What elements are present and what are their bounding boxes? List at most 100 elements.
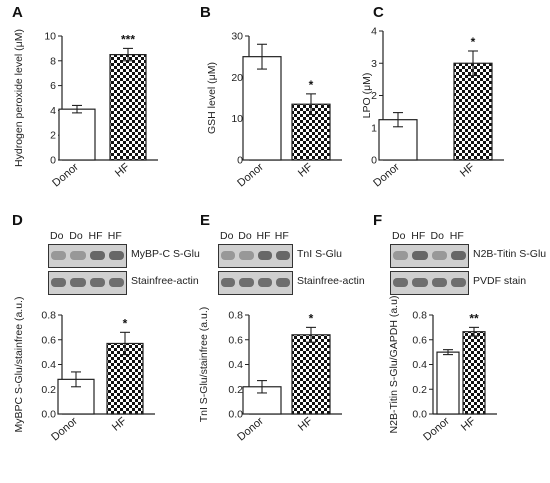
lane-label: HF xyxy=(88,230,103,242)
blot-strip-loading xyxy=(48,271,127,295)
y-tick-label: 2 xyxy=(50,130,56,142)
panel-letter: C xyxy=(373,4,384,21)
y-tick-label: 4 xyxy=(371,26,377,38)
x-category-label: HF xyxy=(296,161,315,180)
panel-letter: F xyxy=(373,212,382,229)
y-tick-label: 0.2 xyxy=(41,384,56,396)
y-axis-label: N2B-Titin S-Glu/GAPDH (a.u) xyxy=(388,296,400,434)
blot-band xyxy=(275,278,290,287)
lane-label: HF xyxy=(256,230,271,242)
y-tick-label: 0.0 xyxy=(228,409,243,421)
blot-band xyxy=(257,251,272,260)
significance-marker: * xyxy=(471,35,476,49)
y-tick-label: 0.6 xyxy=(412,334,427,346)
y-tick-label: 10 xyxy=(44,31,56,43)
blot-band xyxy=(393,251,409,260)
blot-band xyxy=(51,251,67,260)
y-axis-label: MyBPC S-Glu/stainfree (a.u.) xyxy=(13,297,25,433)
panel-letter: E xyxy=(200,212,210,229)
blot-band xyxy=(70,278,86,287)
bar-hf xyxy=(106,342,144,415)
blot-band xyxy=(239,251,254,260)
panel-letter: B xyxy=(200,4,211,21)
y-tick-label: 0.8 xyxy=(228,310,243,322)
x-category-label: HF xyxy=(459,415,478,434)
bar-hf xyxy=(109,53,147,161)
significance-marker: *** xyxy=(121,32,135,46)
y-tick-label: 0.8 xyxy=(41,310,56,322)
blot-band xyxy=(108,251,124,260)
blot-band xyxy=(108,278,124,287)
blot-band xyxy=(412,278,428,287)
significance-marker: ** xyxy=(469,311,479,325)
y-tick-label: 0.6 xyxy=(228,334,243,346)
lane-label: HF xyxy=(411,230,426,242)
y-tick-label: 0.0 xyxy=(412,409,427,421)
y-tick-label: 0.4 xyxy=(41,359,56,371)
blot-band xyxy=(393,278,409,287)
y-tick-label: 0.0 xyxy=(41,409,56,421)
lane-label: HF xyxy=(449,230,464,242)
lane-label: Do xyxy=(392,230,406,242)
bar-hf xyxy=(291,334,331,415)
blot-band xyxy=(431,278,447,287)
y-tick-label: 0.6 xyxy=(41,334,56,346)
y-tick-label: 8 xyxy=(50,55,56,67)
y-tick-label: 0 xyxy=(371,155,377,167)
y-axis-label: TnI S-Glu/stainfree (a.u.) xyxy=(198,307,210,423)
blot-band xyxy=(275,251,290,260)
y-tick-label: 0.2 xyxy=(412,384,427,396)
x-category-label: HF xyxy=(458,161,477,180)
blot-band xyxy=(450,251,466,260)
blot-loading-label: Stainfree-actin xyxy=(297,275,365,287)
lane-label: Do xyxy=(238,230,252,242)
blot-band xyxy=(450,278,466,287)
lane-label: Do xyxy=(69,230,83,242)
blot-band xyxy=(51,278,67,287)
y-tick-label: 0.8 xyxy=(412,310,427,322)
lane-label: Do xyxy=(50,230,64,242)
lane-label: HF xyxy=(107,230,122,242)
y-axis-label: GSH level (μM) xyxy=(206,62,218,134)
blot-band xyxy=(89,278,105,287)
blot-band xyxy=(89,251,105,260)
blot-band xyxy=(412,251,428,260)
significance-marker: * xyxy=(123,316,128,330)
y-tick-label: 0.2 xyxy=(228,384,243,396)
y-tick-label: 0 xyxy=(237,155,243,167)
y-tick-label: 4 xyxy=(50,105,56,117)
blot-strip-target xyxy=(390,244,469,268)
blot-strip-target xyxy=(218,244,293,268)
blot-target-label: TnI S-Glu xyxy=(297,248,342,260)
blot-strip-target xyxy=(48,244,127,268)
lane-label: Do xyxy=(220,230,234,242)
bar-donor xyxy=(242,56,282,161)
y-tick-label: 1 xyxy=(371,122,377,134)
blot-band xyxy=(239,278,254,287)
blot-target-label: N2B-Titin S-Glu xyxy=(473,248,547,260)
bar-hf xyxy=(462,331,486,415)
y-axis-label: Hydrogen peroxide level (μM) xyxy=(13,29,25,167)
blot-band xyxy=(70,251,86,260)
y-tick-label: 0.4 xyxy=(412,359,427,371)
x-category-label: HF xyxy=(110,415,129,434)
y-tick-label: 2 xyxy=(371,90,377,102)
lane-label: Do xyxy=(430,230,444,242)
y-tick-label: 20 xyxy=(231,72,243,84)
y-tick-label: 3 xyxy=(371,58,377,70)
y-tick-label: 6 xyxy=(50,80,56,92)
blot-band xyxy=(221,251,236,260)
x-category-label: HF xyxy=(296,415,315,434)
panel-letter: D xyxy=(12,212,23,229)
significance-marker: * xyxy=(309,78,314,92)
x-category-label: HF xyxy=(113,161,132,180)
bar-donor xyxy=(436,351,460,415)
significance-marker: * xyxy=(309,311,314,325)
blot-band xyxy=(257,278,272,287)
y-tick-label: 10 xyxy=(231,113,243,125)
y-axis-label: LPO (μM) xyxy=(361,73,373,119)
blot-loading-label: Stainfree-actin xyxy=(131,275,199,287)
blot-target-label: MyBP-C S-Glu xyxy=(131,248,200,260)
y-tick-label: 0.4 xyxy=(228,359,243,371)
